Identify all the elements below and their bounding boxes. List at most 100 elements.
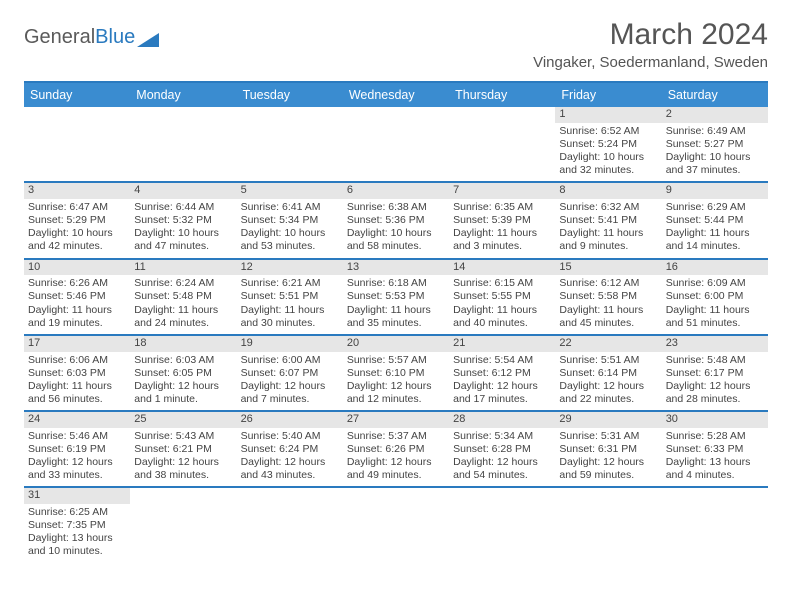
day-body — [555, 504, 661, 510]
day-body: Sunrise: 6:26 AMSunset: 5:46 PMDaylight:… — [24, 275, 130, 334]
day-body — [237, 123, 343, 129]
sunset-text: Sunset: 6:21 PM — [134, 443, 232, 456]
sunrise-text: Sunrise: 6:35 AM — [453, 201, 551, 214]
day-body: Sunrise: 5:28 AMSunset: 6:33 PMDaylight:… — [662, 428, 768, 487]
daylight-text: Daylight: 12 hours and 7 minutes. — [241, 380, 339, 406]
day-cell: 16Sunrise: 6:09 AMSunset: 6:00 PMDayligh… — [662, 260, 768, 334]
day-cell: 12Sunrise: 6:21 AMSunset: 5:51 PMDayligh… — [237, 260, 343, 334]
day-number: 25 — [130, 412, 236, 428]
daylight-text: Daylight: 10 hours and 42 minutes. — [28, 227, 126, 253]
day-body: Sunrise: 5:37 AMSunset: 6:26 PMDaylight:… — [343, 428, 449, 487]
day-cell: 8Sunrise: 6:32 AMSunset: 5:41 PMDaylight… — [555, 183, 661, 257]
day-cell: 9Sunrise: 6:29 AMSunset: 5:44 PMDaylight… — [662, 183, 768, 257]
sunrise-text: Sunrise: 5:54 AM — [453, 354, 551, 367]
daylight-text: Daylight: 11 hours and 51 minutes. — [666, 304, 764, 330]
day-body — [237, 504, 343, 510]
day-number: 24 — [24, 412, 130, 428]
day-cell — [237, 488, 343, 562]
daylight-text: Daylight: 13 hours and 10 minutes. — [28, 532, 126, 558]
sunrise-text: Sunrise: 6:52 AM — [559, 125, 657, 138]
week-row: 1Sunrise: 6:52 AMSunset: 5:24 PMDaylight… — [24, 107, 768, 183]
day-cell: 3Sunrise: 6:47 AMSunset: 5:29 PMDaylight… — [24, 183, 130, 257]
day-number: 5 — [237, 183, 343, 199]
day-number: 23 — [662, 336, 768, 352]
day-number: 20 — [343, 336, 449, 352]
sunset-text: Sunset: 6:31 PM — [559, 443, 657, 456]
day-body: Sunrise: 6:18 AMSunset: 5:53 PMDaylight:… — [343, 275, 449, 334]
dow-friday: Friday — [555, 83, 661, 107]
sunset-text: Sunset: 5:27 PM — [666, 138, 764, 151]
daylight-text: Daylight: 10 hours and 47 minutes. — [134, 227, 232, 253]
day-cell: 28Sunrise: 5:34 AMSunset: 6:28 PMDayligh… — [449, 412, 555, 486]
daylight-text: Daylight: 12 hours and 43 minutes. — [241, 456, 339, 482]
daylight-text: Daylight: 11 hours and 30 minutes. — [241, 304, 339, 330]
sunset-text: Sunset: 7:35 PM — [28, 519, 126, 532]
day-body: Sunrise: 6:00 AMSunset: 6:07 PMDaylight:… — [237, 352, 343, 411]
day-body: Sunrise: 6:41 AMSunset: 5:34 PMDaylight:… — [237, 199, 343, 258]
day-number — [130, 107, 236, 123]
day-cell — [130, 488, 236, 562]
week-row: 3Sunrise: 6:47 AMSunset: 5:29 PMDaylight… — [24, 183, 768, 259]
day-cell: 15Sunrise: 6:12 AMSunset: 5:58 PMDayligh… — [555, 260, 661, 334]
day-body: Sunrise: 6:09 AMSunset: 6:00 PMDaylight:… — [662, 275, 768, 334]
day-number: 6 — [343, 183, 449, 199]
logo: GeneralBlue — [24, 26, 159, 49]
sunset-text: Sunset: 5:41 PM — [559, 214, 657, 227]
sunrise-text: Sunrise: 6:00 AM — [241, 354, 339, 367]
sunset-text: Sunset: 5:34 PM — [241, 214, 339, 227]
day-number: 21 — [449, 336, 555, 352]
dow-thursday: Thursday — [449, 83, 555, 107]
sunset-text: Sunset: 5:39 PM — [453, 214, 551, 227]
sunrise-text: Sunrise: 5:51 AM — [559, 354, 657, 367]
sunset-text: Sunset: 5:58 PM — [559, 290, 657, 303]
daylight-text: Daylight: 11 hours and 35 minutes. — [347, 304, 445, 330]
daylight-text: Daylight: 10 hours and 32 minutes. — [559, 151, 657, 177]
sunrise-text: Sunrise: 6:03 AM — [134, 354, 232, 367]
day-cell: 30Sunrise: 5:28 AMSunset: 6:33 PMDayligh… — [662, 412, 768, 486]
sunrise-text: Sunrise: 6:32 AM — [559, 201, 657, 214]
sunset-text: Sunset: 5:24 PM — [559, 138, 657, 151]
day-number: 3 — [24, 183, 130, 199]
day-body: Sunrise: 6:12 AMSunset: 5:58 PMDaylight:… — [555, 275, 661, 334]
day-body — [449, 504, 555, 510]
day-cell: 29Sunrise: 5:31 AMSunset: 6:31 PMDayligh… — [555, 412, 661, 486]
sunrise-text: Sunrise: 6:06 AM — [28, 354, 126, 367]
sunrise-text: Sunrise: 6:41 AM — [241, 201, 339, 214]
day-number: 16 — [662, 260, 768, 276]
daylight-text: Daylight: 11 hours and 40 minutes. — [453, 304, 551, 330]
day-number: 2 — [662, 107, 768, 123]
sunset-text: Sunset: 6:19 PM — [28, 443, 126, 456]
day-cell: 1Sunrise: 6:52 AMSunset: 5:24 PMDaylight… — [555, 107, 661, 181]
day-body: Sunrise: 6:38 AMSunset: 5:36 PMDaylight:… — [343, 199, 449, 258]
day-cell: 6Sunrise: 6:38 AMSunset: 5:36 PMDaylight… — [343, 183, 449, 257]
logo-triangle-icon — [137, 31, 159, 47]
day-number: 12 — [237, 260, 343, 276]
day-cell — [555, 488, 661, 562]
day-cell: 2Sunrise: 6:49 AMSunset: 5:27 PMDaylight… — [662, 107, 768, 181]
day-cell: 17Sunrise: 6:06 AMSunset: 6:03 PMDayligh… — [24, 336, 130, 410]
day-number: 31 — [24, 488, 130, 504]
sunset-text: Sunset: 6:33 PM — [666, 443, 764, 456]
day-body: Sunrise: 6:35 AMSunset: 5:39 PMDaylight:… — [449, 199, 555, 258]
day-number: 8 — [555, 183, 661, 199]
day-body: Sunrise: 6:32 AMSunset: 5:41 PMDaylight:… — [555, 199, 661, 258]
day-cell — [449, 488, 555, 562]
sunrise-text: Sunrise: 6:29 AM — [666, 201, 764, 214]
sunrise-text: Sunrise: 6:44 AM — [134, 201, 232, 214]
sunrise-text: Sunrise: 6:18 AM — [347, 277, 445, 290]
daylight-text: Daylight: 11 hours and 9 minutes. — [559, 227, 657, 253]
sunset-text: Sunset: 6:28 PM — [453, 443, 551, 456]
day-body — [24, 123, 130, 129]
day-number: 19 — [237, 336, 343, 352]
day-number: 30 — [662, 412, 768, 428]
week-row: 31Sunrise: 6:25 AMSunset: 7:35 PMDayligh… — [24, 488, 768, 562]
day-cell: 14Sunrise: 6:15 AMSunset: 5:55 PMDayligh… — [449, 260, 555, 334]
day-body — [130, 123, 236, 129]
day-body: Sunrise: 5:46 AMSunset: 6:19 PMDaylight:… — [24, 428, 130, 487]
day-number: 29 — [555, 412, 661, 428]
day-cell — [662, 488, 768, 562]
dow-tuesday: Tuesday — [237, 83, 343, 107]
sunrise-text: Sunrise: 6:21 AM — [241, 277, 339, 290]
day-cell: 11Sunrise: 6:24 AMSunset: 5:48 PMDayligh… — [130, 260, 236, 334]
sunrise-text: Sunrise: 6:15 AM — [453, 277, 551, 290]
